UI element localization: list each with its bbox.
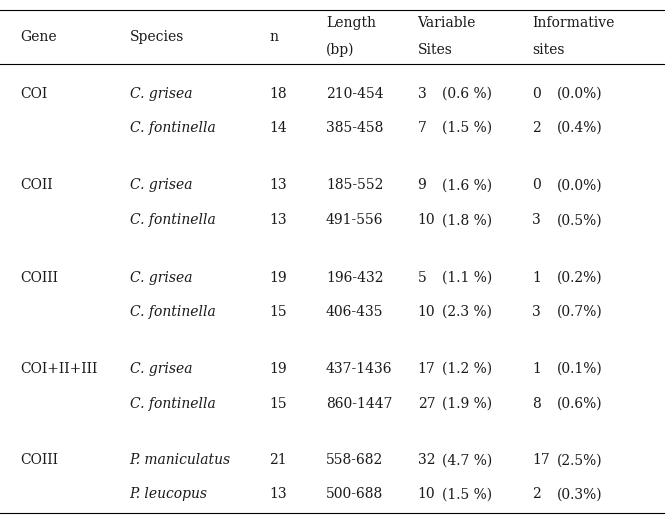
Text: 15: 15 (269, 397, 287, 410)
Text: 385-458: 385-458 (326, 121, 383, 135)
Text: C. fontinella: C. fontinella (130, 305, 215, 319)
Text: 13: 13 (269, 179, 287, 192)
Text: 196-432: 196-432 (326, 271, 383, 284)
Text: (0.6 %): (0.6 %) (442, 87, 492, 101)
Text: Informative: Informative (532, 17, 614, 30)
Text: 5: 5 (418, 271, 426, 284)
Text: Length: Length (326, 17, 376, 30)
Text: COIII: COIII (20, 271, 58, 284)
Text: 17: 17 (532, 454, 550, 467)
Text: Variable: Variable (418, 17, 476, 30)
Text: P. maniculatus: P. maniculatus (130, 454, 231, 467)
Text: n: n (269, 30, 279, 43)
Text: (2.3 %): (2.3 %) (442, 305, 492, 319)
Text: 9: 9 (418, 179, 426, 192)
Text: 15: 15 (269, 305, 287, 319)
Text: C. fontinella: C. fontinella (130, 121, 215, 135)
Text: C. grisea: C. grisea (130, 87, 192, 101)
Text: sites: sites (532, 43, 565, 56)
Text: 10: 10 (418, 305, 436, 319)
Text: (1.2 %): (1.2 %) (442, 362, 492, 376)
Text: 19: 19 (269, 271, 287, 284)
Text: COI: COI (20, 87, 47, 101)
Text: 2: 2 (532, 121, 541, 135)
Text: COI+II+III: COI+II+III (20, 362, 97, 376)
Text: 437-1436: 437-1436 (326, 362, 392, 376)
Text: Species: Species (130, 30, 184, 43)
Text: 19: 19 (269, 362, 287, 376)
Text: COIII: COIII (20, 454, 58, 467)
Text: 18: 18 (269, 87, 287, 101)
Text: COII: COII (20, 179, 53, 192)
Text: (0.0%): (0.0%) (557, 87, 603, 101)
Text: 1: 1 (532, 271, 541, 284)
Text: (0.4%): (0.4%) (557, 121, 603, 135)
Text: (0.0%): (0.0%) (557, 179, 603, 192)
Text: 21: 21 (269, 454, 287, 467)
Text: 32: 32 (418, 454, 435, 467)
Text: (1.5 %): (1.5 %) (442, 121, 492, 135)
Text: 13: 13 (269, 488, 287, 501)
Text: 406-435: 406-435 (326, 305, 383, 319)
Text: (0.6%): (0.6%) (557, 397, 603, 410)
Text: (bp): (bp) (326, 42, 354, 57)
Text: P. leucopus: P. leucopus (130, 488, 207, 501)
Text: (1.9 %): (1.9 %) (442, 397, 492, 410)
Text: Gene: Gene (20, 30, 57, 43)
Text: Sites: Sites (418, 43, 452, 56)
Text: 491-556: 491-556 (326, 213, 383, 227)
Text: 0: 0 (532, 179, 541, 192)
Text: 3: 3 (532, 213, 541, 227)
Text: (0.1%): (0.1%) (557, 362, 603, 376)
Text: 2: 2 (532, 488, 541, 501)
Text: C. fontinella: C. fontinella (130, 397, 215, 410)
Text: (1.8 %): (1.8 %) (442, 213, 492, 227)
Text: 10: 10 (418, 488, 436, 501)
Text: 17: 17 (418, 362, 436, 376)
Text: (1.5 %): (1.5 %) (442, 488, 492, 501)
Text: C. grisea: C. grisea (130, 362, 192, 376)
Text: 210-454: 210-454 (326, 87, 384, 101)
Text: C. grisea: C. grisea (130, 271, 192, 284)
Text: 10: 10 (418, 213, 436, 227)
Text: 1: 1 (532, 362, 541, 376)
Text: 500-688: 500-688 (326, 488, 383, 501)
Text: (4.7 %): (4.7 %) (442, 454, 493, 467)
Text: 13: 13 (269, 213, 287, 227)
Text: C. fontinella: C. fontinella (130, 213, 215, 227)
Text: 3: 3 (418, 87, 426, 101)
Text: 0: 0 (532, 87, 541, 101)
Text: (0.5%): (0.5%) (557, 213, 603, 227)
Text: (1.1 %): (1.1 %) (442, 271, 493, 284)
Text: 8: 8 (532, 397, 541, 410)
Text: (0.7%): (0.7%) (557, 305, 603, 319)
Text: 860-1447: 860-1447 (326, 397, 392, 410)
Text: 558-682: 558-682 (326, 454, 383, 467)
Text: (1.6 %): (1.6 %) (442, 179, 492, 192)
Text: 14: 14 (269, 121, 287, 135)
Text: (2.5%): (2.5%) (557, 454, 603, 467)
Text: (0.3%): (0.3%) (557, 488, 603, 501)
Text: (0.2%): (0.2%) (557, 271, 603, 284)
Text: 27: 27 (418, 397, 436, 410)
Text: 3: 3 (532, 305, 541, 319)
Text: C. grisea: C. grisea (130, 179, 192, 192)
Text: 185-552: 185-552 (326, 179, 383, 192)
Text: 7: 7 (418, 121, 426, 135)
